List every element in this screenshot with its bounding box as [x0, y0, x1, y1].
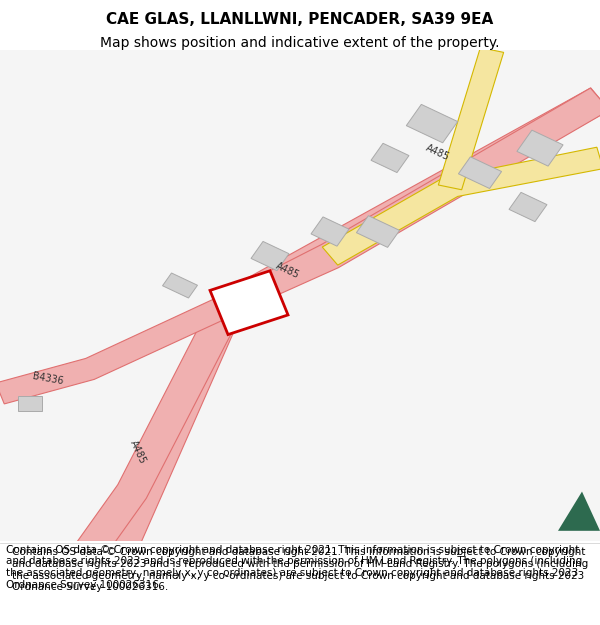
Polygon shape	[458, 157, 502, 189]
Text: CAE GLAS, LLANLLWNI, PENCADER, SA39 9EA: CAE GLAS, LLANLLWNI, PENCADER, SA39 9EA	[106, 12, 494, 28]
Polygon shape	[0, 296, 235, 404]
Text: A485: A485	[128, 439, 148, 466]
Polygon shape	[251, 241, 289, 271]
Text: Contains OS data © Crown copyright and database right 2021. This information is : Contains OS data © Crown copyright and d…	[6, 545, 582, 589]
Polygon shape	[219, 88, 600, 316]
Polygon shape	[439, 48, 503, 190]
Text: Map shows position and indicative extent of the property.: Map shows position and indicative extent…	[100, 36, 500, 50]
Polygon shape	[311, 217, 349, 246]
Polygon shape	[558, 491, 600, 531]
Polygon shape	[356, 216, 400, 248]
Text: Contains OS data © Crown copyright and database right 2021. This information is : Contains OS data © Crown copyright and d…	[12, 548, 588, 592]
Text: A485: A485	[425, 143, 451, 163]
Polygon shape	[104, 301, 244, 555]
Text: B4336: B4336	[32, 371, 64, 386]
Polygon shape	[406, 104, 458, 142]
Text: A485: A485	[275, 261, 301, 281]
Polygon shape	[517, 130, 563, 166]
Polygon shape	[76, 88, 600, 558]
Polygon shape	[18, 396, 42, 411]
Polygon shape	[163, 273, 197, 298]
Polygon shape	[371, 143, 409, 172]
Polygon shape	[322, 148, 600, 265]
Polygon shape	[210, 271, 288, 334]
Polygon shape	[509, 192, 547, 222]
